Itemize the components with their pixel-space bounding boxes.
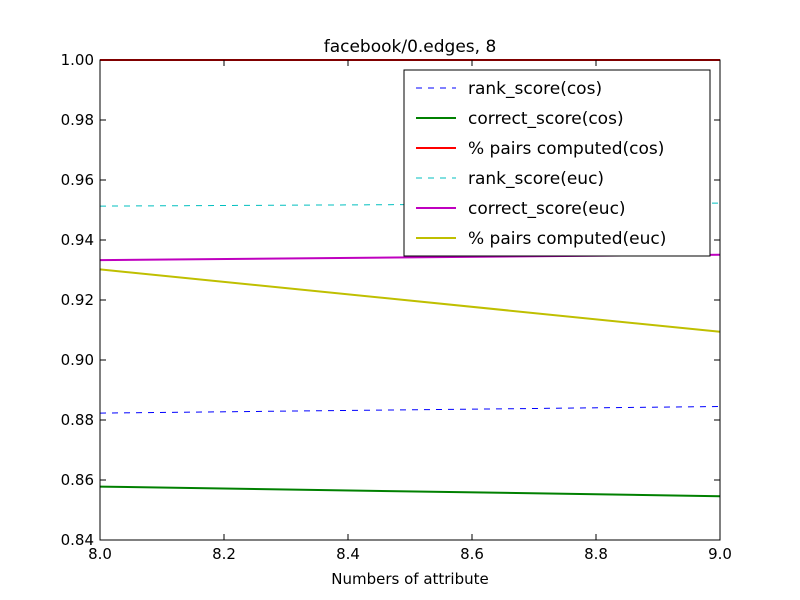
x-tick-label: 8.6 <box>460 545 484 563</box>
x-tick-label: 8.2 <box>212 545 236 563</box>
x-tick-label: 8.0 <box>88 545 112 563</box>
axis-ticks: 8.0 8.2 8.4 8.6 8.8 9.0 0.84 0.86 0.88 0.90 0.92 0.… <box>61 51 732 563</box>
x-tick-label: 8.4 <box>336 545 360 563</box>
legend-box <box>403 69 711 257</box>
legend-label-5: % pairs computed(euc) <box>468 229 666 249</box>
x-tick-label: 8.8 <box>584 545 608 563</box>
series-line-5 <box>99 268 721 333</box>
legend-label-3: rank_score(euc) <box>468 169 604 189</box>
legend-label-0: rank_score(cos) <box>468 79 602 99</box>
y-tick-label: 0.96 <box>61 171 94 189</box>
legend-label-4: correct_score(euc) <box>468 199 626 219</box>
x-tick-label: 9.0 <box>708 545 732 563</box>
y-tick-label: 0.94 <box>61 231 94 249</box>
y-tick-label: 0.98 <box>61 111 94 129</box>
x-axis-label: Numbers of attribute <box>331 570 489 588</box>
legend: rank_score(cos) correct_score(cos) % pairs… <box>403 69 711 257</box>
y-tick-label: 0.92 <box>61 291 94 309</box>
y-tick-label: 0.84 <box>61 531 94 549</box>
series-line-1 <box>99 485 721 498</box>
y-tick-label: 0.86 <box>61 471 94 489</box>
y-tick-label: 0.90 <box>61 351 94 369</box>
y-tick-label: 1.00 <box>61 51 94 69</box>
legend-label-1: correct_score(cos) <box>468 109 624 129</box>
y-tick-label: 0.88 <box>61 411 94 429</box>
legend-label-2: % pairs computed(cos) <box>468 139 664 159</box>
series-line-0 <box>99 406 721 414</box>
chart-title: facebook/0.edges, 8 <box>324 37 497 57</box>
